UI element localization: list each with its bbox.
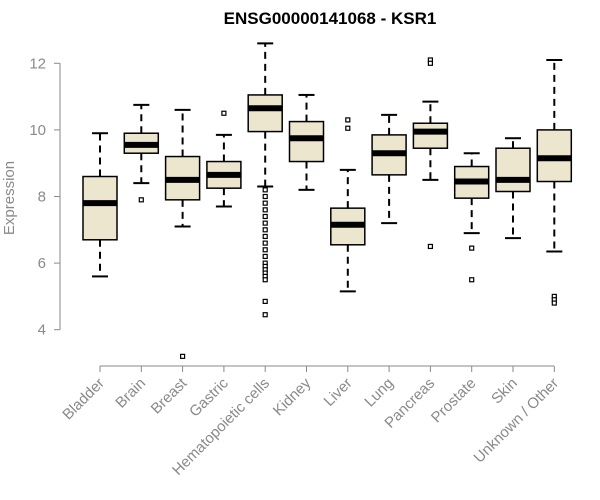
chart-title: ENSG00000141068 - KSR1	[224, 9, 437, 28]
box-group	[288, 93, 325, 191]
outlier-point	[551, 300, 557, 306]
x-tick-label: Lung	[361, 375, 397, 411]
box-group	[164, 108, 201, 359]
outlier-point	[262, 213, 268, 220]
y-tick-label: 4	[38, 322, 46, 339]
outlier-point	[262, 240, 268, 246]
x-tick-label: Brain	[112, 375, 149, 412]
box	[82, 175, 118, 241]
outlier-point	[221, 110, 227, 116]
outlier-point	[262, 200, 268, 206]
box-group	[412, 57, 449, 250]
x-tick-label: Bladder	[59, 375, 108, 424]
outlier-point	[262, 187, 268, 193]
x-tick-label: Skin	[488, 375, 521, 408]
box-group	[453, 152, 490, 283]
box-group	[371, 113, 407, 225]
y-axis: 4 6 8 10 12	[29, 55, 61, 339]
box-group	[206, 110, 242, 208]
box-group	[82, 132, 118, 278]
box-group	[330, 117, 366, 293]
x-tick-label: Prostate	[428, 375, 480, 427]
y-tick-label: 8	[38, 189, 46, 206]
box	[412, 122, 449, 149]
outlier-point	[262, 247, 268, 253]
outlier-point	[262, 227, 268, 233]
y-tick-label: 12	[29, 55, 46, 72]
outlier-point	[138, 197, 144, 203]
boxes-layer	[82, 42, 573, 359]
box-group	[247, 42, 283, 318]
box-group	[123, 103, 160, 203]
outlier-point	[345, 125, 351, 131]
box-group	[536, 58, 573, 306]
outlier-point	[469, 277, 475, 283]
x-tick-label: Breast	[148, 374, 191, 417]
box-group	[495, 137, 531, 240]
outlier-point	[262, 277, 268, 283]
y-tick-label: 10	[29, 122, 46, 139]
outlier-point	[262, 298, 268, 304]
outlier-point	[262, 312, 268, 318]
outlier-point	[262, 207, 268, 213]
outlier-point	[427, 243, 433, 250]
outlier-point	[180, 353, 186, 359]
y-axis-label: Expression	[1, 161, 18, 235]
outlier-point	[262, 233, 268, 240]
x-tick-label: Liver	[321, 375, 356, 410]
x-tick-label: Kidney	[270, 374, 315, 419]
outlier-point	[427, 60, 433, 66]
outlier-point	[469, 245, 475, 251]
outlier-point	[345, 117, 351, 123]
box	[288, 120, 325, 163]
y-tick-label: 6	[38, 255, 46, 272]
outlier-point	[262, 193, 268, 200]
outlier-point	[262, 220, 268, 226]
box	[495, 147, 531, 193]
outlier-point	[262, 253, 268, 260]
box	[247, 94, 283, 133]
